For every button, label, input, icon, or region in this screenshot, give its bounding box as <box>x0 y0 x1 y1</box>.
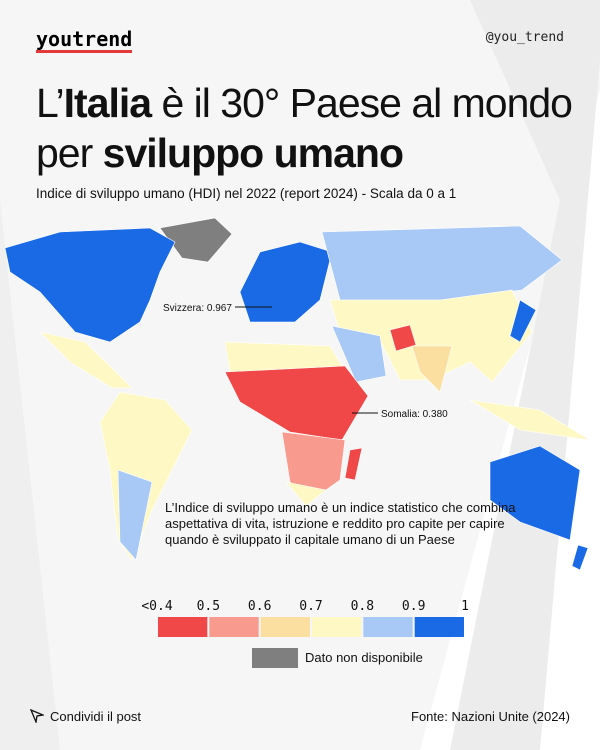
share-icon <box>29 708 46 725</box>
annotation: Somalia: 0.380 <box>381 409 448 420</box>
legend-swatch <box>260 617 310 637</box>
madagascar <box>344 447 363 481</box>
missing-swatch <box>252 648 298 668</box>
legend-swatch <box>158 617 208 637</box>
north-america <box>4 227 176 343</box>
new-zealand <box>571 544 589 571</box>
subtitle: Indice di sviluppo umano (HDI) nel 2022 … <box>36 186 457 201</box>
legend-tick: 0.5 <box>197 599 220 614</box>
legend-tick: 0.7 <box>299 599 322 614</box>
japan <box>509 299 537 343</box>
missing-label: Dato non disponibile <box>305 650 423 665</box>
annotation: Svizzera: 0.967 <box>163 303 232 314</box>
southern-cone <box>117 469 153 561</box>
legend-swatch <box>312 617 362 637</box>
title-bold: Italia <box>63 80 152 126</box>
afghanistan <box>389 324 417 352</box>
russia <box>321 225 563 301</box>
title-bold: sviluppo umano <box>102 130 404 176</box>
share-button[interactable]: Condividi il post <box>29 708 142 725</box>
europe <box>239 241 333 323</box>
legend-swatch <box>414 617 464 637</box>
legend-tick: 0.6 <box>248 599 271 614</box>
legend-tick: 0.9 <box>402 599 425 614</box>
southeast-asia <box>469 399 591 441</box>
india <box>411 345 453 393</box>
greenland <box>159 217 233 263</box>
central-africa <box>224 365 369 441</box>
australia <box>489 445 581 541</box>
legend-tick: <0.4 <box>141 599 172 614</box>
title: L’Italia è il 30° Paese al mondo per svi… <box>36 78 576 178</box>
legend-swatch <box>363 617 413 637</box>
legend-tick: 0.8 <box>351 599 374 614</box>
brand: youtrend <box>36 27 133 53</box>
legend: <0.4 0.5 0.6 0.7 0.8 0.9 1 Dato non disponibile <box>141 599 469 668</box>
title-part: è il 30° Paese al mondo per <box>36 80 573 176</box>
legend-swatch <box>209 617 259 637</box>
south-africa <box>285 481 327 507</box>
note: L’Indice di sviluppo umano è un indice s… <box>165 500 516 547</box>
title-part: L’ <box>36 80 65 126</box>
source: Fonte: Nazioni Unite (2024) <box>411 709 570 724</box>
middle-east <box>331 325 387 383</box>
legend-tick: 1 <box>461 599 469 614</box>
handle: @you_trend <box>485 30 564 45</box>
share-label: Condividi il post <box>50 709 142 724</box>
mexico <box>39 331 133 389</box>
